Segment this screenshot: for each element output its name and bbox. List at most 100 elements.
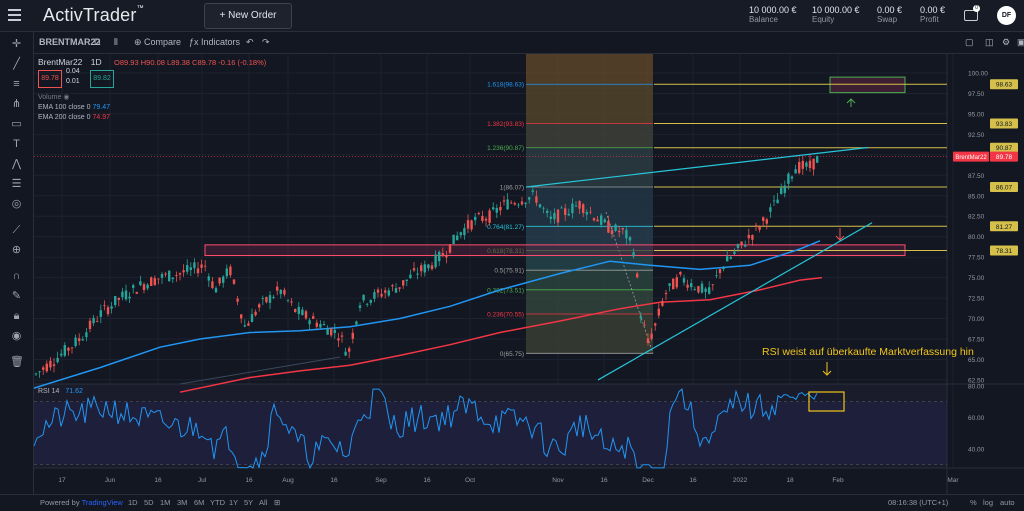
candle-body [67, 347, 70, 351]
redo-icon[interactable]: ↷ [262, 37, 270, 47]
candle-body [672, 278, 675, 290]
arrow-down-icon [835, 228, 845, 241]
settings-icon[interactable]: ⚙ [1002, 37, 1011, 47]
bars-style-icon[interactable]: ⫴ [114, 37, 118, 47]
candle-body [718, 269, 722, 274]
fib-icon[interactable]: ☰ [11, 178, 22, 190]
candle-body [567, 213, 570, 216]
symbol-tag-bg [953, 151, 989, 162]
candle-body [474, 216, 477, 221]
undo-icon[interactable]: ↶ [246, 37, 254, 47]
globe-icon[interactable]: ◎ [11, 198, 22, 210]
symbol-search[interactable]: BRENTMAR22 [39, 37, 101, 47]
price-tag-bg [990, 151, 1018, 162]
range-ytd[interactable]: YTD [210, 498, 225, 507]
price-axis-label: 75.00 [968, 275, 985, 282]
crosshair-icon[interactable]: ✛ [11, 38, 22, 50]
candle-body [625, 229, 628, 239]
buy-price-button[interactable]: 89.82 [90, 70, 114, 88]
eye-icon[interactable]: ◉ [63, 94, 70, 101]
range-1m[interactable]: 1M [160, 498, 171, 507]
log-toggle[interactable]: log [983, 498, 994, 507]
candle-body [276, 286, 279, 291]
range-1d[interactable]: 1D [128, 498, 138, 507]
pitchfork-icon[interactable]: ⋔ [11, 98, 22, 110]
candle-body [391, 285, 394, 287]
powered-by: Powered by TradingView [40, 498, 123, 507]
ruler-icon[interactable]: ⟋ [12, 224, 21, 236]
fibonacci-extension: 1.618(98.63) 1.382(93.83) 1.236(90.87) 1(86… [487, 54, 654, 358]
pattern-icon[interactable]: ⋀ [11, 158, 22, 170]
candle-body [481, 216, 484, 221]
candle-body [52, 364, 56, 366]
range-5y[interactable]: 5Y [244, 498, 254, 507]
price-axis-label: 87.50 [968, 173, 985, 180]
fullscreen-icon[interactable]: ▢ [965, 37, 974, 47]
candle-body [697, 286, 700, 293]
lines-icon[interactable]: ≡ [13, 78, 20, 90]
candle-body [189, 267, 192, 271]
candle-body [355, 321, 358, 325]
candle-body [805, 162, 808, 167]
percent-toggle[interactable]: % [970, 498, 977, 507]
price-axis-label: 95.00 [968, 111, 985, 118]
candle-body [492, 207, 495, 210]
range-1y[interactable]: 1Y [229, 498, 239, 507]
candle-body [585, 211, 588, 215]
interval-select[interactable]: D [94, 37, 101, 47]
camera-icon[interactable]: ▣ [1017, 37, 1024, 47]
avatar[interactable]: DF [997, 6, 1016, 25]
rectangle-icon[interactable]: ▭ [11, 118, 22, 130]
candle-body [787, 173, 790, 184]
lock-icon[interactable]: 🔒︎ [13, 310, 20, 322]
fib-level-label: 0.236(70.55) [487, 312, 524, 319]
candle-body [243, 325, 246, 327]
candle-body [416, 273, 419, 275]
candle-body [607, 221, 610, 233]
fib-zone [526, 147, 653, 188]
screenshot-icon[interactable]: ◫ [985, 37, 994, 47]
candle-body [373, 292, 376, 299]
price-tag: 93.83 [996, 121, 1013, 128]
time-axis-label: 16 [245, 477, 253, 484]
candle-body [135, 292, 138, 294]
candle-body [409, 274, 412, 279]
candle-body [589, 211, 592, 213]
candle-body [517, 204, 520, 206]
range-all[interactable]: All [259, 498, 268, 507]
date-range-icon[interactable]: ⊞ [274, 498, 281, 507]
candlesticks [34, 154, 819, 378]
indicators-button[interactable]: ƒx Indicators [189, 37, 241, 47]
candle-body [430, 265, 434, 270]
zoom-icon[interactable]: ⊕ [11, 244, 22, 256]
range-3m[interactable]: 3M [177, 498, 188, 507]
price-axis: 100.0097.5095.0092.5090.0087.5085.0082.5… [953, 71, 1018, 454]
rsi-pane [33, 362, 947, 470]
price-axis-label: 97.50 [968, 91, 985, 98]
candle-body [618, 230, 621, 233]
candle-body [794, 169, 797, 174]
trend-line-icon[interactable]: ╱ [13, 58, 20, 70]
range-6m[interactable]: 6M [194, 498, 205, 507]
pencil-lock-icon[interactable]: ✎ [11, 290, 22, 302]
wallet-icon[interactable] [964, 10, 978, 21]
ema200-label: EMA 200 close 0 [38, 114, 91, 121]
new-order-button[interactable]: + New Order [204, 3, 292, 29]
candle-body [81, 339, 84, 341]
eye-icon[interactable]: ◉ [11, 330, 22, 342]
time-axis-label: 16 [330, 477, 338, 484]
range-5d[interactable]: 5D [144, 498, 154, 507]
candle-body [362, 294, 365, 301]
ema-100-line [33, 240, 821, 389]
magnet-icon[interactable]: ∩ [12, 270, 21, 282]
menu-icon[interactable] [8, 9, 21, 21]
candle-body [70, 347, 74, 349]
auto-toggle[interactable]: auto [1000, 498, 1015, 507]
trash-icon[interactable]: 🗑︎ [10, 356, 24, 368]
compare-button[interactable]: ⊕ Compare [134, 37, 182, 47]
sell-price-button[interactable]: 89.78 [38, 70, 62, 88]
candle-body [380, 293, 383, 297]
text-icon[interactable]: T [13, 138, 20, 150]
candle-body [106, 307, 110, 315]
